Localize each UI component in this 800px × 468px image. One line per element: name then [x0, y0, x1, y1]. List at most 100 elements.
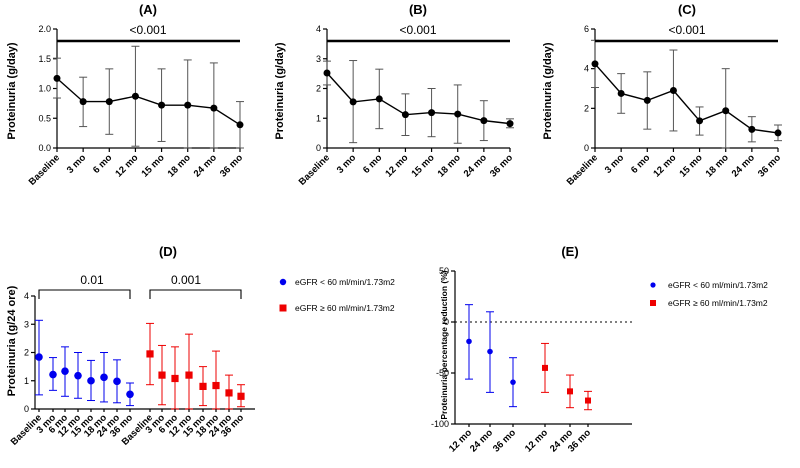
panel-c-significance: <0.001 — [668, 23, 705, 37]
panel-c-x-tick-label: 12 mo — [651, 152, 678, 179]
panel-a: (A) Proteinuria (g/day) <0.001 0.0 0.5 1.0… — [6, 2, 245, 188]
panel-b-data-point — [454, 110, 462, 118]
panel-b-x-tick-label: Baseline — [297, 152, 332, 187]
legend-d-label-1: eGFR < 60 ml/min/1.73m2 — [295, 277, 395, 287]
legend-e-marker-1 — [650, 282, 656, 288]
panel-d-y-tick-label: 1 — [24, 376, 29, 386]
panel-d-y-tick-label: 4 — [24, 291, 29, 301]
panel-e-data-point — [510, 379, 516, 385]
legend-e-marker-2 — [650, 300, 656, 306]
panel-d-data-point — [185, 371, 193, 379]
panel-a-data-point — [105, 98, 113, 106]
panel-b-y-tick-label: 0 — [316, 143, 321, 153]
panel-d-data-point — [61, 367, 69, 375]
legend-d-marker-2 — [279, 304, 287, 312]
panel-b-data-point — [375, 95, 383, 103]
panel-e-data-point — [585, 397, 591, 404]
panel-c-x-tick-label: 36 mo — [756, 152, 783, 179]
panel-b-x-tick-label: 6 mo — [361, 152, 385, 176]
panel-d-data-point — [74, 371, 82, 380]
panel-e-x-tick-label: 12 mo — [447, 427, 474, 454]
panel-e-y-tick-label: 0 — [444, 317, 449, 327]
panel-b-x-tick-label: 18 mo — [436, 152, 463, 179]
panel-e: (E) Proteinuria percentage reduction (%)… — [431, 244, 768, 455]
panel-b-x-tick-label: 36 mo — [488, 152, 515, 179]
panel-e-ylabel: Proteinuria percentage reduction (%) — [439, 270, 449, 419]
panel-d-title: (D) — [159, 244, 177, 259]
panel-d-significance-2: 0.001 — [171, 273, 201, 287]
panel-a-data-point — [158, 101, 166, 109]
panel-d-data-point — [100, 373, 108, 382]
panel-a-x-tick-label: 36 mo — [218, 152, 245, 179]
panel-e-x-tick-label: 36 mo — [491, 427, 518, 454]
panel-a-y-tick-label: 0.0 — [38, 143, 51, 153]
panel-a-y-tick-label: 2.0 — [38, 24, 51, 34]
panel-d-data-point — [212, 381, 220, 390]
panel-c-x-tick-label: Baseline — [565, 152, 600, 187]
panel-e-data-point — [542, 364, 548, 371]
panel-b-title: (B) — [409, 2, 427, 17]
panel-a-data-point — [131, 92, 139, 100]
panel-e-y-tick-label: -50 — [436, 368, 449, 378]
panel-c-data-point — [617, 89, 625, 97]
panel-e-title: (E) — [561, 244, 578, 259]
legend-d-label-2: eGFR ≥ 60 ml/min/1.73m2 — [295, 303, 395, 313]
panel-c-x-tick-label: 24 mo — [730, 152, 757, 179]
panel-b-y-tick-label: 2 — [316, 84, 321, 94]
panel-b-series-line — [326, 72, 511, 125]
panel-e-y-tick-label: 50 — [439, 266, 449, 276]
panel-c-ylabel: Proteinuria (g/day) — [542, 42, 554, 140]
panel-d-significance-bracket — [38, 289, 131, 299]
legend-d-marker-1 — [279, 278, 287, 286]
panel-b-y-tick-label: 3 — [316, 54, 321, 64]
panel-e-data-point — [466, 338, 472, 345]
panel-d-data-point — [171, 374, 179, 383]
panel-a-ylabel: Proteinuria (g/day) — [6, 42, 18, 140]
panel-d-data-point — [225, 389, 233, 397]
panel-e-data-point — [487, 348, 493, 355]
panel-b-data-point — [480, 117, 488, 125]
panel-a-data-point — [210, 104, 218, 112]
panel-a-significance: <0.001 — [129, 23, 166, 37]
panel-b-significance: <0.001 — [399, 23, 436, 37]
panel-b-y-tick-label: 4 — [316, 24, 321, 34]
panel-e-x-tick-label: 12 mo — [523, 427, 550, 454]
panel-d-data-point — [199, 382, 207, 390]
panel-d: (D) Proteinuria (g/24 ore) 0.01 0.001 eG… — [6, 244, 395, 448]
panel-b-data-point — [349, 98, 357, 106]
panel-b-data-point — [323, 69, 331, 77]
panel-c-data-point — [643, 96, 651, 104]
panel-a-data-point — [53, 74, 61, 82]
legend-e-label-2: eGFR ≥ 60 ml/min/1.73m2 — [668, 298, 768, 308]
panel-a-y-tick-label: 0.5 — [38, 113, 51, 123]
panel-d-data-point — [146, 350, 154, 358]
panel-d-data-point — [113, 377, 121, 386]
panel-a-title: (A) — [139, 2, 157, 17]
panel-d-y-tick-label: 0 — [24, 404, 29, 414]
panel-c-data-point — [696, 117, 704, 125]
panel-a-data-point — [184, 101, 192, 109]
panel-c-title: (C) — [678, 2, 696, 17]
legend-e-label-1: eGFR < 60 ml/min/1.73m2 — [668, 280, 768, 290]
panel-c-data-point — [669, 86, 677, 94]
panel-b-ylabel: Proteinuria (g/day) — [274, 42, 286, 140]
panel-c-y-tick-label: 4 — [584, 64, 589, 74]
panel-c-data-point — [591, 60, 599, 68]
panel-b-data-point — [506, 120, 514, 128]
panel-c-x-tick-label: 3 mo — [603, 152, 627, 176]
panel-d-data-point — [35, 353, 43, 361]
panel-d-data-point — [126, 390, 134, 399]
panel-d-ylabel: Proteinuria (g/24 ore) — [6, 285, 18, 396]
panel-c-x-tick-label: 6 mo — [629, 152, 653, 176]
panel-a-y-tick-label: 1.0 — [38, 84, 51, 94]
panel-b: (B) Proteinuria (g/day) <0.001 0 1 2 3 4 Base… — [274, 2, 515, 188]
panel-a-x-tick-label: 3 mo — [65, 152, 89, 176]
panel-d-y-tick-label: 3 — [24, 319, 29, 329]
panel-d-data-point — [49, 370, 57, 379]
panel-d-data-point — [158, 371, 166, 379]
panel-a-series-line — [56, 77, 241, 126]
panel-c-y-tick-label: 2 — [584, 103, 589, 113]
panel-c-y-tick-label: 6 — [584, 24, 589, 34]
panel-c: (C) Proteinuria (g/day) <0.001 0 2 4 6 Basel… — [542, 2, 783, 188]
